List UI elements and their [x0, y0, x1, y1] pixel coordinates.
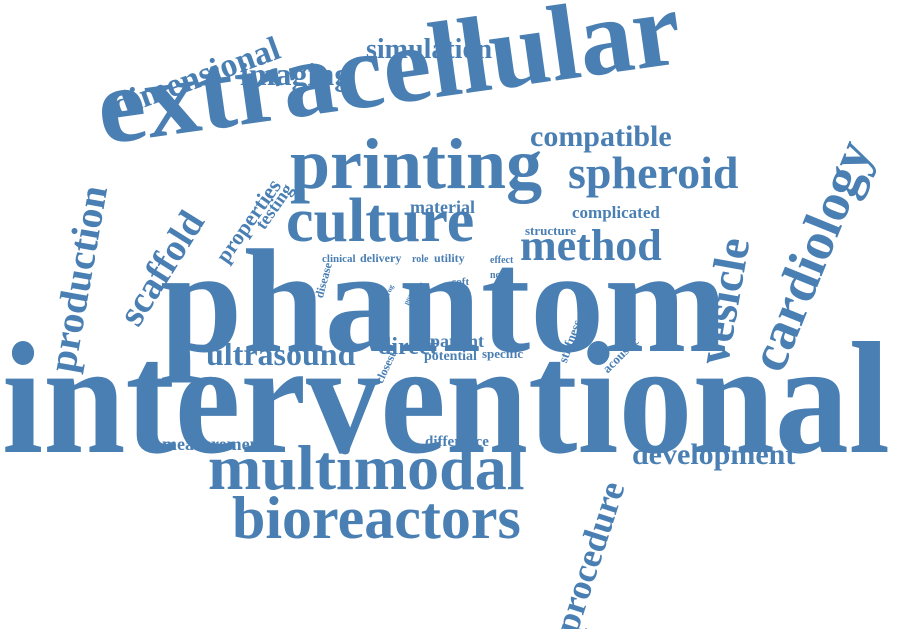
- word-effect: effect: [490, 255, 514, 266]
- word-procedure: procedure: [546, 476, 633, 629]
- word-method: method: [520, 221, 662, 270]
- word-printing: printing: [290, 124, 543, 204]
- word-imaging: imaging: [240, 56, 351, 92]
- word-role: role: [412, 254, 429, 265]
- word-complicated: complicated: [572, 203, 660, 222]
- word-delivery: delivery: [360, 251, 402, 265]
- word-interventional: interventional: [2, 309, 890, 487]
- word-specific: specific: [482, 346, 524, 361]
- word-patient: patient: [430, 331, 484, 351]
- word-novel: novel: [490, 270, 513, 281]
- word-difference: difference: [425, 434, 489, 450]
- word-ultrasound: ultrasound: [206, 336, 356, 372]
- word-potential: potential: [424, 349, 477, 364]
- word-real: real: [453, 289, 465, 297]
- word-spheroid: spheroid: [568, 147, 739, 198]
- word-bioreactors: bioreactors: [232, 485, 521, 551]
- word-culture: culture: [286, 187, 475, 255]
- word-clinical: clinical: [322, 253, 356, 265]
- word-material: material: [410, 197, 475, 217]
- word-utility: utility: [434, 251, 465, 265]
- word-multimodal: multimodal: [208, 432, 525, 503]
- word-more: more: [490, 281, 513, 292]
- word-measurement: measurement: [162, 434, 266, 454]
- word-direct: direct: [378, 334, 438, 360]
- word-compatible: compatible: [530, 120, 672, 153]
- word-phantom: phantom: [160, 220, 728, 384]
- word-structure: structure: [525, 223, 577, 238]
- word-soft: soft: [452, 276, 470, 288]
- word-simulation: simulation: [366, 34, 493, 65]
- word-development: development: [632, 438, 796, 471]
